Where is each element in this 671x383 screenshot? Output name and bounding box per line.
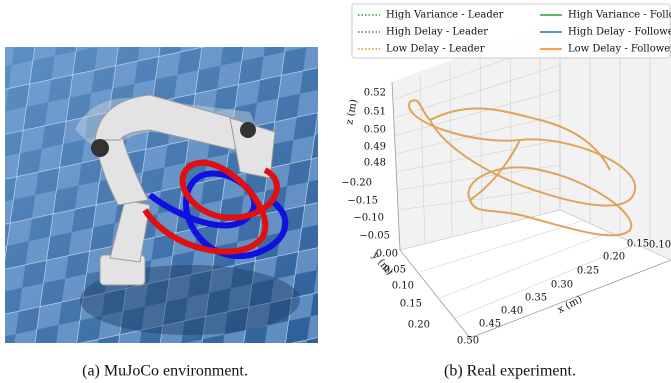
caption: (b) Real experiment. — [444, 363, 576, 380]
z-tick-label: 0.51 — [364, 107, 386, 118]
z-axis-label: z (m) — [344, 98, 359, 125]
x-tick-label: 0.20 — [603, 252, 625, 263]
x-tick-label: 0.35 — [525, 293, 547, 304]
legend-label: High Delay - Follower — [568, 27, 671, 38]
z-tick-label: 0.50 — [364, 125, 386, 136]
z-tick-label: 0.48 — [364, 158, 386, 169]
x-tick-label: 0.10 — [649, 240, 671, 251]
x-tick-label: 0.15 — [627, 239, 649, 250]
z-tick-label: 0.52 — [364, 88, 386, 99]
legend-label: High Variance - Follower — [568, 10, 671, 21]
x-axis-label: x (m) — [556, 294, 584, 316]
y-tick-label: −0.05 — [359, 231, 390, 242]
z-tick-label: 0.49 — [364, 142, 386, 153]
caption: (a) MuJoCo environment. — [82, 363, 248, 380]
legend-label: Low Delay - Follower — [568, 44, 671, 55]
x-tick-label: 0.40 — [501, 306, 523, 317]
y-tick-label: 0.10 — [392, 281, 414, 292]
x-tick-label: 0.25 — [577, 266, 599, 277]
y-tick-label: −0.10 — [353, 213, 384, 224]
y-tick-label: −0.15 — [347, 196, 378, 207]
legend-label: High Delay - Leader — [386, 27, 488, 38]
y-tick-label: 0.15 — [400, 299, 422, 310]
figure: (a) MuJoCo environment. (b) Real experim… — [0, 0, 671, 383]
legend-label: Low Delay - Leader — [386, 44, 485, 55]
simulation-image — [5, 47, 318, 343]
x-tick-label: 0.45 — [479, 319, 501, 330]
x-tick-label: 0.30 — [551, 280, 573, 291]
y-tick-label: −0.20 — [341, 178, 372, 189]
legend-label: High Variance - Leader — [386, 10, 504, 21]
x-tick-label: 0.50 — [457, 336, 479, 347]
plot-3d — [392, 20, 671, 338]
y-tick-label: 0.20 — [408, 320, 430, 331]
